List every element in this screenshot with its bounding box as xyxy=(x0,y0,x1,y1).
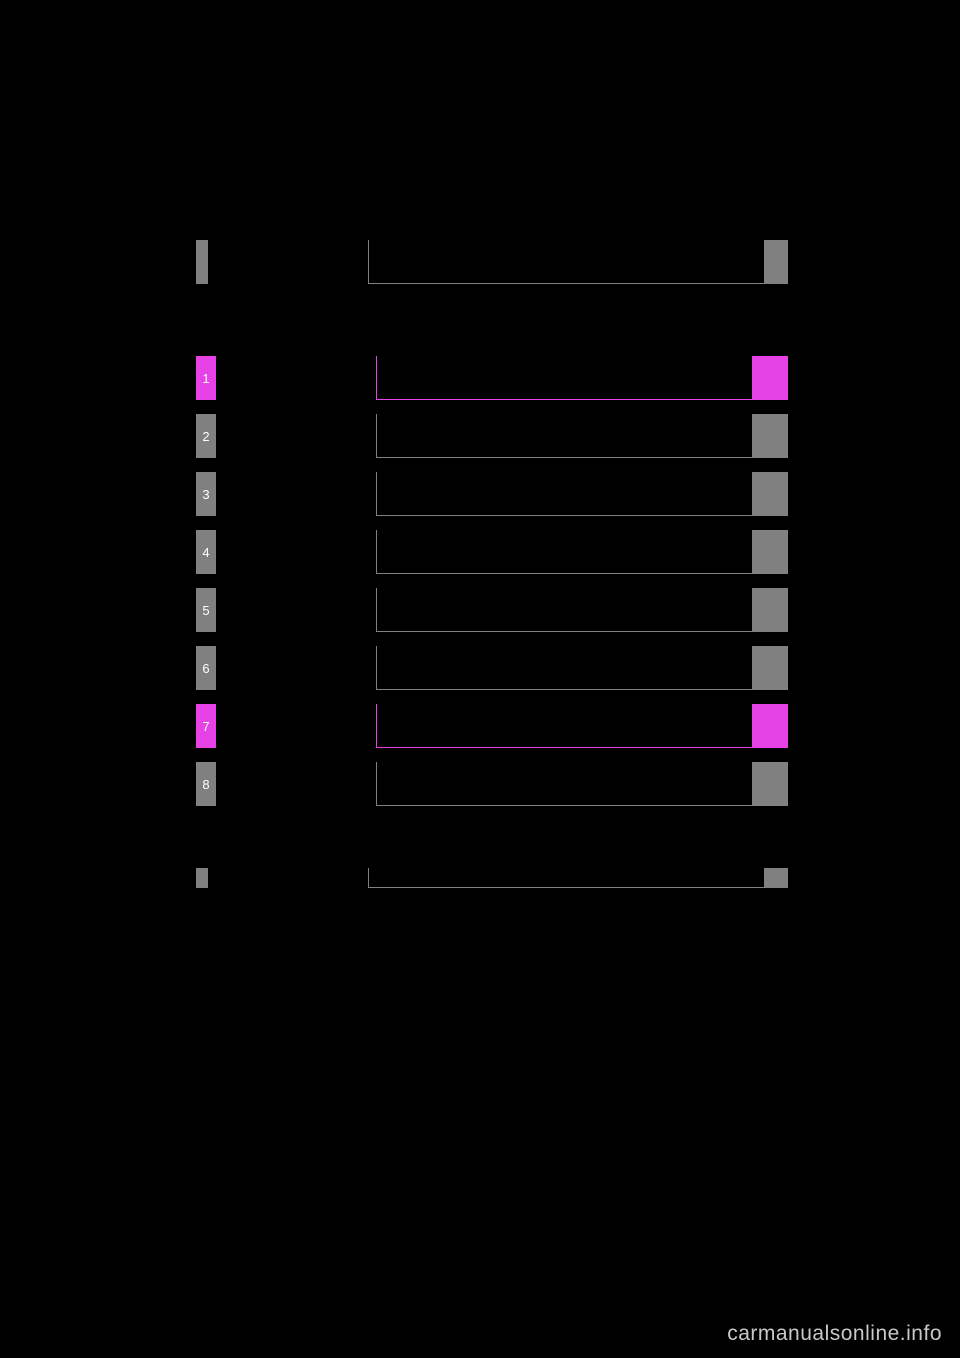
row-number: 5 xyxy=(196,588,216,632)
row-spacer xyxy=(216,356,376,400)
table-row: 7 xyxy=(196,704,788,748)
row-number: 8 xyxy=(196,762,216,806)
table-row: 6 xyxy=(196,646,788,690)
row-spacer xyxy=(216,704,376,748)
row-number: 2 xyxy=(196,414,216,458)
row-marker xyxy=(196,240,208,284)
bar-end xyxy=(752,704,788,748)
toc-group-footer xyxy=(196,868,788,888)
bar-main xyxy=(376,472,752,516)
toc-group-header xyxy=(196,240,788,284)
row-bar xyxy=(376,762,788,806)
bar-end xyxy=(752,414,788,458)
bar-main xyxy=(376,414,752,458)
row-bar xyxy=(376,472,788,516)
toc-group-main: 1 2 3 4 xyxy=(196,356,788,806)
row-spacer xyxy=(216,762,376,806)
bar-end xyxy=(752,588,788,632)
bar-end xyxy=(752,762,788,806)
row-bar xyxy=(368,240,788,284)
bar-end xyxy=(752,356,788,400)
row-spacer xyxy=(208,240,368,284)
row-bar xyxy=(368,868,788,888)
bar-main xyxy=(376,530,752,574)
table-row xyxy=(196,868,788,888)
toc-content: 1 2 3 4 xyxy=(196,240,788,902)
bar-end xyxy=(764,240,788,284)
bar-main xyxy=(368,868,764,888)
row-number: 1 xyxy=(196,356,216,400)
table-row: 8 xyxy=(196,762,788,806)
row-spacer xyxy=(216,530,376,574)
table-row: 4 xyxy=(196,530,788,574)
row-bar xyxy=(376,530,788,574)
row-number: 3 xyxy=(196,472,216,516)
bar-main xyxy=(376,762,752,806)
table-row: 5 xyxy=(196,588,788,632)
bar-main xyxy=(376,646,752,690)
row-number: 7 xyxy=(196,704,216,748)
watermark: carmanualsonline.info xyxy=(727,1322,942,1346)
row-bar xyxy=(376,588,788,632)
bar-main xyxy=(376,704,752,748)
bar-main xyxy=(368,240,764,284)
table-row: 1 xyxy=(196,356,788,400)
row-spacer xyxy=(208,868,368,888)
bar-end xyxy=(752,646,788,690)
row-bar xyxy=(376,414,788,458)
bar-main xyxy=(376,588,752,632)
row-bar xyxy=(376,356,788,400)
table-row: 2 xyxy=(196,414,788,458)
row-spacer xyxy=(216,588,376,632)
row-spacer xyxy=(216,646,376,690)
table-row xyxy=(196,240,788,284)
bar-main xyxy=(376,356,752,400)
row-number: 6 xyxy=(196,646,216,690)
row-number: 4 xyxy=(196,530,216,574)
row-marker xyxy=(196,868,208,888)
bar-end xyxy=(764,868,788,888)
table-row: 3 xyxy=(196,472,788,516)
bar-end xyxy=(752,530,788,574)
row-bar xyxy=(376,646,788,690)
bar-end xyxy=(752,472,788,516)
row-bar xyxy=(376,704,788,748)
row-spacer xyxy=(216,414,376,458)
row-spacer xyxy=(216,472,376,516)
